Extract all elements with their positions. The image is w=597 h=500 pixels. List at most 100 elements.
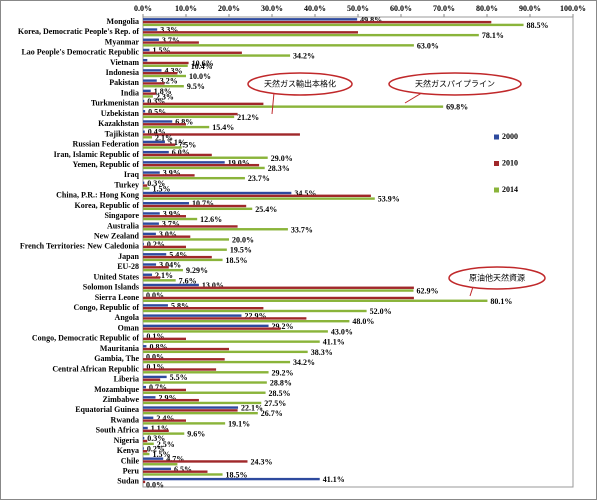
data-label: 4.7%: [166, 455, 184, 464]
bar: [143, 345, 147, 348]
data-label: 63.0%: [417, 41, 439, 50]
bar: [143, 286, 414, 289]
data-label: 7.5%: [178, 141, 196, 150]
bar: [143, 309, 367, 313]
y-tick-label: EU-28: [117, 262, 139, 271]
bar: [143, 181, 145, 184]
bar: [143, 268, 183, 272]
bar: [143, 320, 350, 323]
bar: [143, 432, 185, 435]
bar: [143, 184, 148, 187]
bar: [143, 242, 144, 246]
data-label: 69.8%: [446, 103, 468, 112]
data-label: 15.4%: [212, 123, 234, 132]
bar: [143, 276, 161, 279]
data-label: 23.7%: [248, 174, 270, 183]
data-label: 13.0%: [202, 281, 224, 290]
data-label: 3.7%: [162, 220, 180, 229]
bar: [143, 447, 144, 450]
annotation: 天然ガスパイプライン: [415, 79, 495, 89]
data-label: 0.3%: [147, 434, 165, 443]
legend-label: 2010: [502, 158, 518, 167]
bar: [143, 306, 264, 310]
bar: [143, 146, 182, 149]
bar: [143, 385, 147, 389]
bar: [143, 248, 227, 251]
y-tick-label: Turkmenistan: [91, 99, 140, 108]
bar: [143, 95, 153, 98]
y-tick-label: Solomon Islands: [83, 283, 139, 292]
bar: [143, 263, 157, 266]
data-label: 2.4%: [156, 414, 174, 423]
data-label: 28.3%: [268, 164, 290, 173]
bar: [143, 378, 161, 381]
y-tick-label: Oman: [118, 323, 140, 332]
data-label: 9.5%: [187, 82, 205, 91]
data-label: 0.2%: [147, 240, 165, 249]
data-label: 41.1%: [323, 338, 345, 347]
data-label: 9.29%: [186, 266, 208, 275]
bar: [143, 174, 195, 177]
bar: [143, 123, 186, 126]
y-tick-label: Japan: [118, 252, 139, 261]
data-label: 2.1%: [155, 133, 173, 142]
data-label: 0.4%: [148, 128, 166, 137]
data-label: 9.6%: [187, 430, 205, 439]
data-label: 38.3%: [311, 348, 333, 357]
bar: [143, 115, 235, 119]
bar: [143, 92, 156, 95]
y-tick-label: Iran, Islamic Republic of: [54, 150, 140, 159]
data-label: 24.3%: [250, 457, 272, 466]
y-tick-label: Korea, Democratic People's Rep. of: [18, 27, 139, 36]
bar: [143, 422, 226, 425]
bar: [143, 23, 524, 27]
bar: [143, 470, 208, 473]
y-tick-label: Kazakhstan: [98, 119, 139, 128]
bar: [143, 480, 146, 484]
y-tick-label: Rwanda: [111, 415, 139, 424]
bar: [143, 340, 320, 343]
bar: [143, 64, 188, 67]
y-tick-label: South Africa: [96, 426, 139, 435]
bar: [143, 429, 169, 433]
bar: [143, 102, 264, 106]
data-label: 10.0%: [189, 72, 211, 81]
bar: [143, 457, 164, 460]
bar: [143, 44, 414, 47]
bar: [143, 426, 148, 430]
bar: [143, 358, 225, 361]
bar: [143, 74, 186, 78]
x-tick-label: 90.0%: [519, 4, 541, 13]
bar: [143, 85, 184, 88]
bar: [143, 20, 492, 24]
bar: [143, 156, 268, 159]
bar: [143, 176, 245, 180]
annotation-oval: [388, 72, 522, 96]
bar: [143, 207, 253, 211]
data-label: 7.6%: [179, 276, 197, 285]
bar: [143, 143, 176, 146]
data-label: 43.0%: [331, 327, 353, 336]
data-label: 49.8%: [360, 15, 382, 24]
legend-swatch: [494, 134, 499, 140]
data-label: 5.1%: [168, 138, 186, 147]
bar: [143, 391, 266, 394]
legend-swatch: [494, 187, 499, 193]
data-label: 5.5%: [170, 373, 188, 382]
y-tick-label: Russian Federation: [73, 140, 140, 149]
bar: [143, 235, 191, 238]
y-tick-label: Sudan: [117, 477, 139, 486]
bar: [143, 375, 167, 379]
bar: [143, 238, 229, 241]
bar: [143, 360, 291, 364]
bar: [143, 163, 260, 167]
data-label: 28.8%: [270, 379, 292, 388]
x-tick-label: 80.0%: [476, 4, 498, 13]
data-label: 10.7%: [192, 199, 214, 208]
bar: [143, 99, 145, 103]
data-label: 34.2%: [293, 52, 315, 61]
bar: [143, 437, 145, 440]
annotation-arrow: [404, 92, 423, 104]
data-label: 3.04%: [159, 261, 181, 270]
